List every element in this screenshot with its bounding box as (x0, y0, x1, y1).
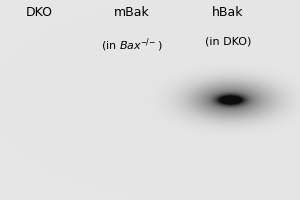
Text: (in DKO): (in DKO) (205, 36, 251, 46)
Text: mBak: mBak (114, 6, 150, 19)
Text: (in $\mathit{Bax}^{-\!/\!-}$): (in $\mathit{Bax}^{-\!/\!-}$) (101, 36, 163, 54)
Text: DKO: DKO (26, 6, 52, 19)
Text: hBak: hBak (212, 6, 244, 19)
